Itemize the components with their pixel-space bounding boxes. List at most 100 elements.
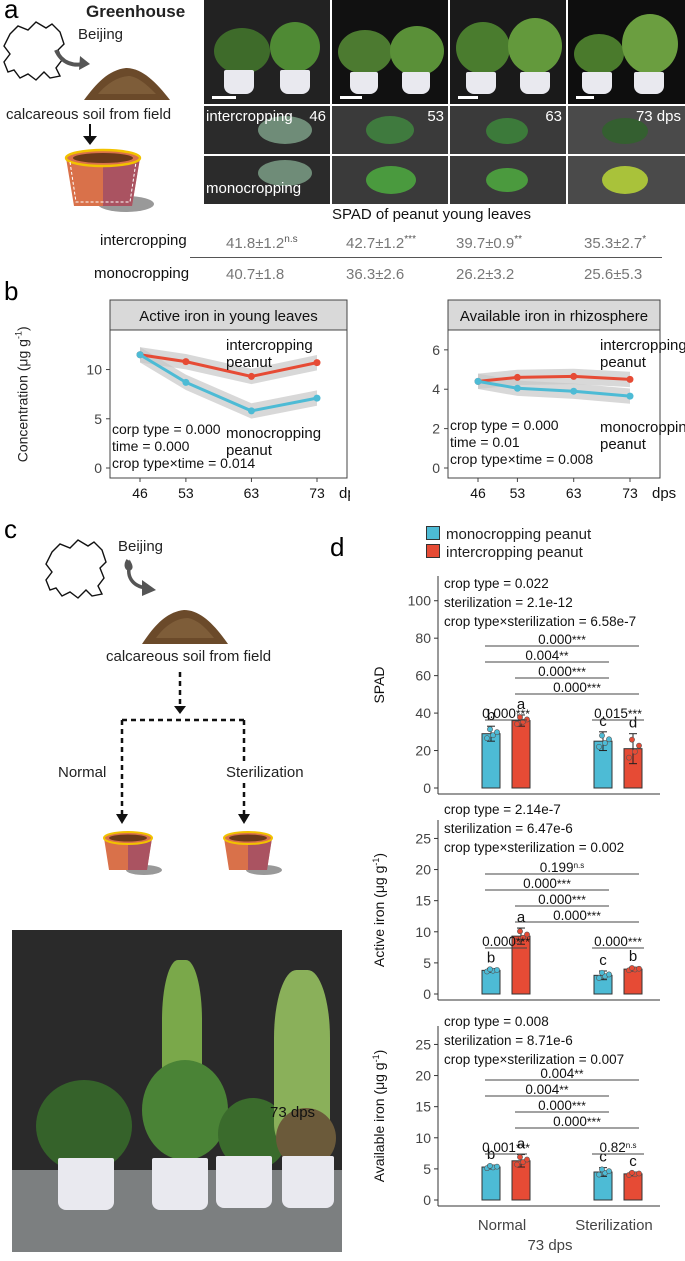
data-point: [626, 375, 634, 383]
significance-letter: c: [599, 713, 607, 730]
x-tick-label: 46: [132, 485, 148, 501]
y-axis-title: Available iron (μg g-1): [371, 1050, 387, 1183]
data-point: [626, 754, 632, 761]
comparison-p-value: 0.001***: [482, 1140, 530, 1155]
table-cell: 42.7±1.2***: [346, 234, 416, 252]
leaf-monocropping-46: monocropping: [204, 156, 330, 204]
y-tick-label: 60: [415, 668, 431, 684]
bar: [481, 969, 501, 995]
table-cell: 35.3±2.7*: [584, 234, 647, 252]
active-iron-line-chart: Active iron in young leaves 0 5 10 46 53 63 73 d…: [86, 299, 350, 502]
y-tick-label: 2: [432, 421, 440, 437]
data-point: [494, 1163, 500, 1170]
data-point: [570, 372, 578, 380]
data-point: [596, 743, 602, 750]
y-tick-label: 0: [94, 460, 102, 476]
y-tick-label: 0: [423, 986, 431, 1002]
greenhouse-photo-46: [204, 0, 330, 104]
bar: [511, 720, 531, 789]
y-tick-label: 20: [415, 1068, 431, 1084]
series-label-monocropping: peanut: [226, 442, 273, 459]
comparison-p-value: 0.000***: [553, 680, 601, 695]
active-iron-bar-chart: 0 5 10 15 20 25 Active iron (μg g-1) crop type …: [371, 802, 660, 1002]
intercropping-leaf-label: intercropping: [206, 108, 293, 125]
greenhouse-photo-73: [568, 0, 685, 104]
day-label-63: 63: [545, 108, 562, 125]
data-point: [490, 732, 496, 739]
region-label-c: Beijing: [118, 538, 164, 555]
y-tick-label: 25: [415, 830, 431, 846]
day-label-46: 46: [309, 108, 326, 125]
y-tick-label: 25: [415, 1036, 431, 1052]
comparison-p-value: 0.000***: [538, 892, 586, 907]
y-tick-label: 15: [415, 1099, 431, 1115]
x-tick-label: 53: [178, 485, 194, 501]
leaf-intercropping-46: intercropping 46: [204, 106, 330, 154]
leaf-intercropping-63: 63: [450, 106, 566, 154]
bar: [481, 1166, 501, 1201]
table-row-label-intercropping: intercropping: [100, 232, 187, 249]
x-category-label: Normal: [478, 1217, 526, 1234]
significance-letter: c: [599, 952, 607, 969]
stats-text: crop type = 0.022: [444, 576, 549, 591]
significance-letter: c: [629, 1153, 637, 1170]
y-tick-label: 6: [432, 342, 440, 358]
leaf-intercropping-73: 73 dps: [568, 106, 685, 154]
data-point: [524, 1156, 530, 1163]
y-tick-label: 10: [415, 1130, 431, 1146]
significance-letter: a: [517, 1136, 526, 1153]
data-point: [313, 394, 321, 402]
data-point: [494, 967, 500, 973]
comparison-p-value: 0.199n.s: [540, 860, 584, 875]
significance-letter: b: [629, 948, 637, 965]
y-tick-label: 20: [415, 862, 431, 878]
available-iron-bar-chart: 0 5 10 15 20 25 Available iron (μg g-1) crop ty…: [371, 1014, 660, 1254]
data-point: [606, 736, 612, 743]
bar: [481, 733, 501, 789]
map-icon: [3, 21, 65, 81]
chart-title: Available iron in rhizosphere: [460, 308, 648, 325]
chart-title-box: [447, 299, 661, 331]
legend-monocropping: monocropping peanut: [426, 526, 591, 543]
legend-intercropping: intercropping peanut: [426, 544, 583, 561]
y-axis-title: Active iron (μg g-1): [371, 853, 387, 967]
data-point: [632, 748, 638, 755]
sterilization-plants-photo: 73 dps: [12, 930, 342, 1252]
series-line: [139, 353, 318, 378]
table-row-label-monocropping: monocropping: [94, 265, 190, 282]
data-point: [599, 1166, 605, 1173]
data-point: [629, 1169, 635, 1176]
significance-letter: c: [599, 1149, 607, 1166]
y-tick-label: 0: [423, 780, 431, 796]
comparison-p-value: 0.000***: [538, 664, 586, 679]
leaf-monocropping-53: [332, 156, 448, 204]
x-tick-label: 63: [244, 485, 260, 501]
x-axis-title: 73 dps: [527, 1237, 572, 1254]
y-tick-label: 0: [423, 1192, 431, 1208]
day-label-53: 53: [427, 108, 444, 125]
y-tick-label: 100: [408, 593, 432, 609]
comparison-p-value: 0.004**: [525, 1082, 568, 1097]
data-point: [514, 721, 520, 727]
significance-letter: a: [517, 696, 526, 713]
data-point: [484, 735, 490, 742]
comparison-p-value: 0.000***: [553, 1114, 601, 1129]
comparison-p-value: 0.004**: [540, 1066, 583, 1081]
curved-arrow-icon: [124, 559, 156, 596]
data-point: [606, 1168, 612, 1175]
series-line: [477, 374, 631, 383]
x-tick-label: 73: [309, 485, 325, 501]
confidence-band: [140, 347, 317, 419]
y-tick-label: 10: [86, 362, 102, 378]
series-label-monocropping: monocropping: [600, 419, 685, 436]
data-point: [182, 378, 190, 386]
data-point: [487, 966, 493, 973]
significance-letter: a: [517, 909, 526, 926]
y-tick-label: 5: [423, 1161, 431, 1177]
y-axis-title: SPAD: [371, 666, 387, 703]
table-cell: 25.6±5.3: [584, 266, 643, 283]
y-tick-label: 4: [432, 381, 440, 397]
soil-pile-icon: [84, 68, 170, 100]
stats-text: sterilization = 8.71e-6: [444, 1033, 573, 1048]
